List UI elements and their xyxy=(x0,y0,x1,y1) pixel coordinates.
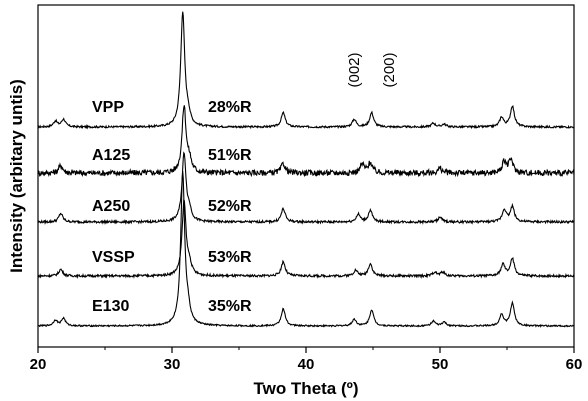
trace-a125 xyxy=(38,105,574,178)
plot-frame xyxy=(37,4,575,348)
trace-e130 xyxy=(38,171,574,328)
series-name-e130: E130 xyxy=(92,298,129,315)
series-name-a250: A250 xyxy=(92,198,130,215)
annotation-002: (002) xyxy=(346,52,363,87)
series-ratio-vpp: 28%R xyxy=(208,99,252,116)
trace-vssp xyxy=(38,199,574,280)
series-name-vpp: VPP xyxy=(92,99,124,116)
series-name-a125: A125 xyxy=(92,147,130,164)
series-labels: VPP 28%R A125 51%R A250 52%R VSSP 53%R E130 35%R xyxy=(92,99,252,315)
series-ratio-a250: 52%R xyxy=(208,198,252,215)
series-ratio-a125: 51%R xyxy=(208,147,252,164)
series-ratio-e130: 35%R xyxy=(208,298,252,315)
series-ratio-vssp: 53%R xyxy=(208,249,252,266)
x-tick-label-60: 60 xyxy=(566,356,583,373)
annotations: (002) (200) xyxy=(346,52,398,87)
y-axis-title: Intensity (arbitary untis) xyxy=(7,79,26,273)
series-name-vssp: VSSP xyxy=(92,249,135,266)
trace-vpp xyxy=(38,11,574,130)
traces-group xyxy=(38,11,574,328)
trace-a250 xyxy=(38,151,574,226)
x-tick-label-30: 30 xyxy=(164,356,181,373)
x-ticks: 20 30 40 50 60 xyxy=(30,347,583,373)
annotation-200: (200) xyxy=(381,52,398,87)
x-tick-label-20: 20 xyxy=(30,356,47,373)
x-tick-label-50: 50 xyxy=(432,356,449,373)
x-axis-title: Two Theta (º) xyxy=(253,379,358,398)
x-tick-label-40: 40 xyxy=(298,356,315,373)
